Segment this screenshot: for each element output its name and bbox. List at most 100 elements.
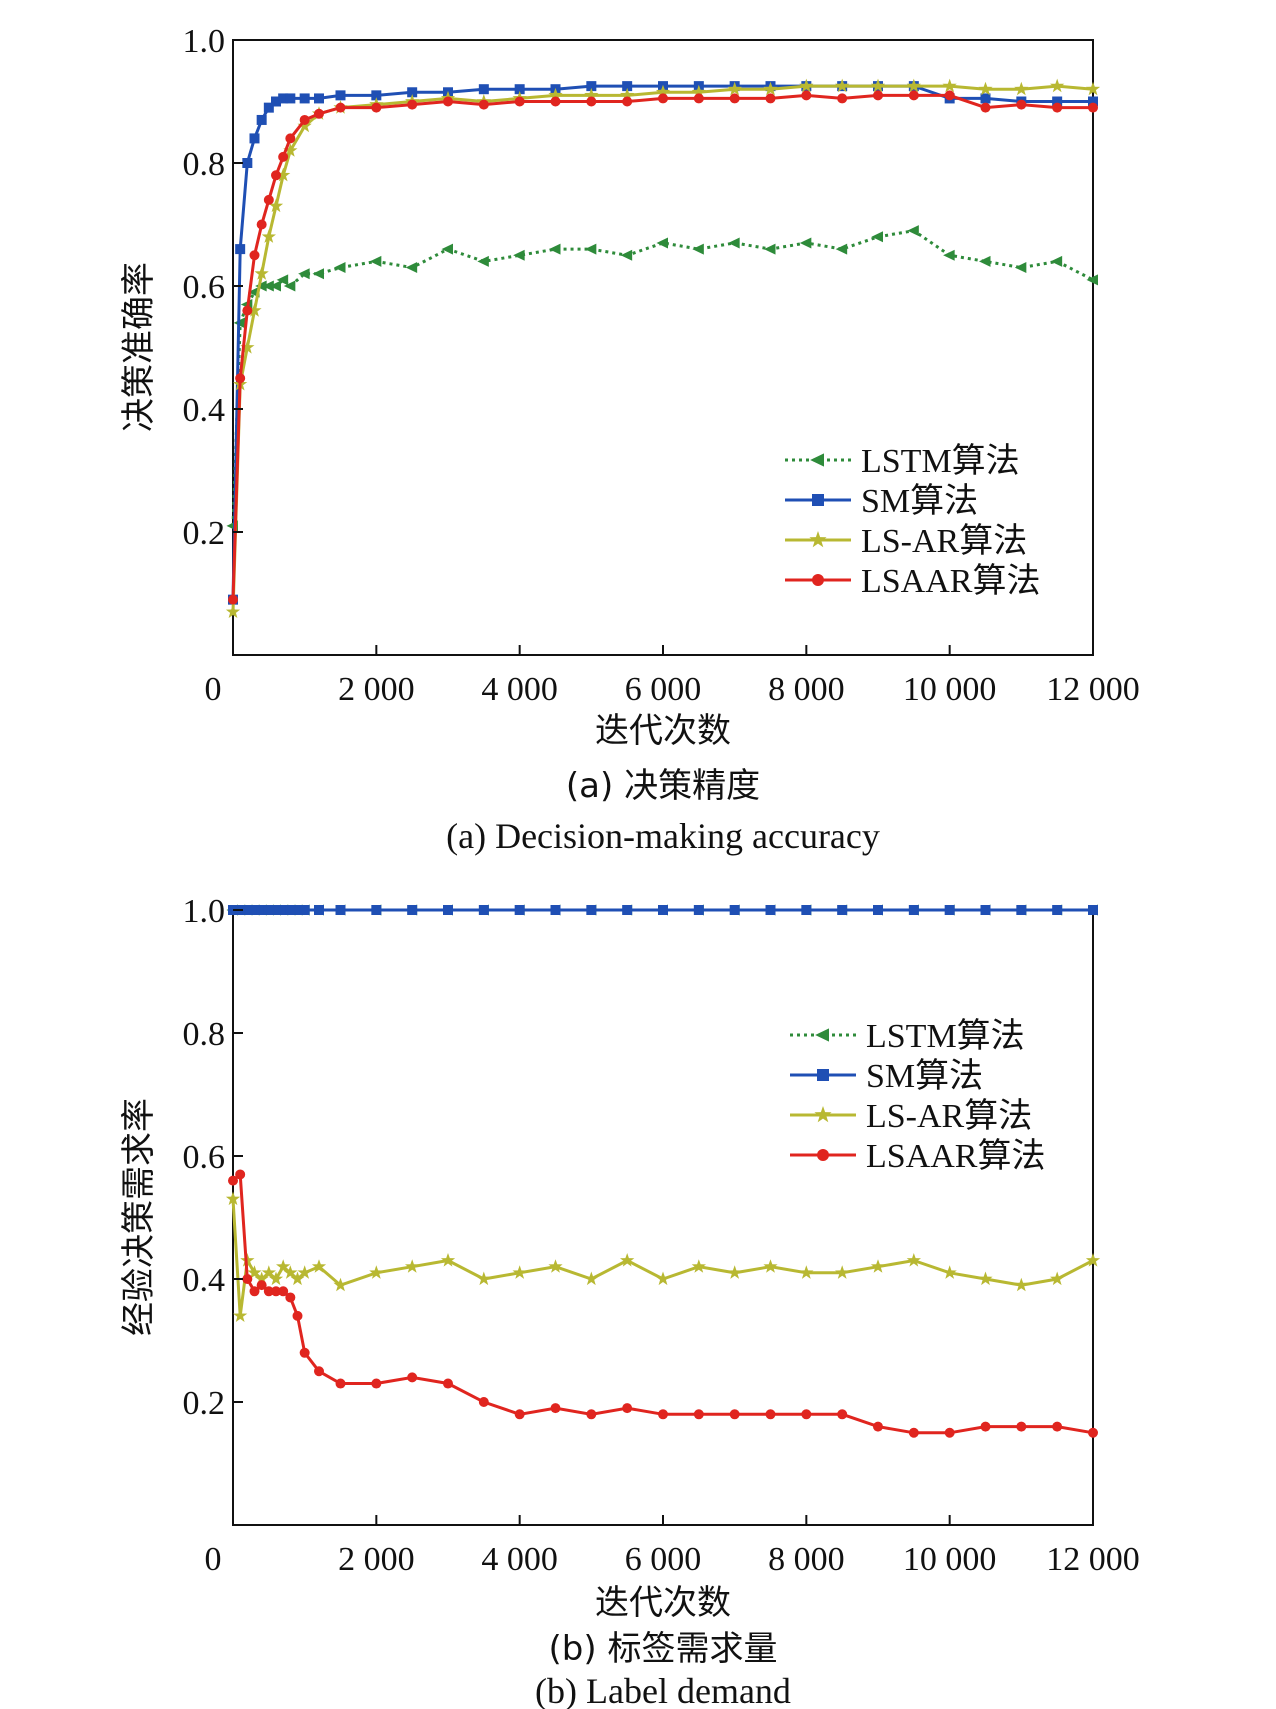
data-point-triangle-left: [584, 243, 597, 255]
data-point-square: [242, 158, 253, 168]
data-point-square: [314, 905, 324, 915]
data-point-star: [476, 1271, 491, 1286]
data-point-triangle-left: [943, 249, 955, 261]
x-tick-label: 2 000: [338, 1541, 415, 1578]
data-point-triangle-left: [907, 225, 919, 237]
data-point-star: [261, 1265, 276, 1279]
data-point-square: [371, 90, 382, 101]
data-point-star: [620, 1253, 635, 1267]
data-point-circle: [228, 1175, 238, 1186]
data-point-square: [1052, 905, 1063, 915]
data-point-square: [371, 905, 382, 915]
legend-marker-square: [817, 1069, 829, 1081]
data-point-square: [801, 905, 812, 915]
data-point-circle: [622, 96, 633, 107]
data-point-triangle-left: [255, 280, 267, 292]
legend-label: SM算法: [866, 1057, 983, 1095]
data-point-square: [586, 905, 597, 915]
caption-en-b: (b) Label demand: [535, 1671, 791, 1709]
data-point-circle: [1088, 102, 1098, 113]
data-point-triangle-left: [549, 243, 561, 255]
data-point-square: [285, 93, 296, 104]
data-point-square: [873, 905, 883, 915]
data-point-square: [443, 905, 453, 915]
legend-marker-circle: [812, 574, 824, 586]
data-point-square: [292, 905, 303, 915]
data-point-triangle-left: [441, 243, 453, 255]
data-point-star: [727, 1265, 742, 1279]
data-point-circle: [514, 1409, 525, 1420]
data-point-square: [278, 93, 289, 104]
data-point-star: [978, 1271, 993, 1286]
data-point-star: [906, 1253, 921, 1267]
data-point-square: [335, 90, 346, 101]
data-point-circle: [550, 1403, 561, 1414]
data-point-triangle-left: [262, 280, 274, 292]
data-point-circle: [1088, 1427, 1098, 1438]
data-point-triangle-left: [1014, 262, 1027, 274]
x-tick-label: 10 000: [903, 1541, 997, 1578]
data-point-triangle-left: [513, 249, 525, 261]
data-point-circle: [837, 1409, 848, 1420]
series-line-star: [231, 1198, 1094, 1317]
data-point-star: [1014, 81, 1029, 96]
caption-en-a: (a) Decision-making accuracy: [446, 816, 880, 856]
data-point-square: [550, 905, 561, 915]
data-point-star: [283, 1265, 298, 1279]
data-point-square: [249, 905, 260, 915]
data-point-square: [285, 905, 296, 915]
data-point-circle: [1052, 102, 1063, 113]
data-point-circle: [263, 1286, 274, 1297]
data-point-star: [763, 81, 778, 96]
data-point-square: [256, 114, 267, 125]
data-point-triangle-left: [656, 237, 668, 249]
data-point-circle: [980, 1421, 991, 1432]
data-point-circle: [693, 1409, 704, 1420]
data-point-circle: [314, 1366, 324, 1377]
data-point-star: [268, 198, 284, 213]
data-point-star: [835, 78, 850, 93]
legend-label: LS-AR算法: [866, 1097, 1032, 1135]
y-tick-label: 0.4: [183, 1262, 226, 1299]
data-point-square: [514, 84, 525, 95]
data-point-square: [980, 905, 991, 915]
data-point-square: [271, 905, 281, 915]
x-tick-label: 2 000: [338, 671, 415, 708]
data-point-circle: [765, 1409, 776, 1420]
data-point-star: [870, 1259, 886, 1273]
data-point-square: [478, 905, 489, 915]
series-line-circle: [232, 1171, 1094, 1435]
data-point-square: [271, 96, 281, 107]
plot-frame-b: [232, 909, 1094, 1526]
data-point-star: [548, 1259, 563, 1273]
y-axis-label-a: 决策准确率: [119, 262, 159, 432]
data-point-circle: [285, 133, 296, 144]
data-point-circle: [622, 1403, 633, 1414]
data-point-star: [268, 1271, 284, 1286]
data-point-square: [407, 905, 418, 915]
data-point-circle: [285, 1292, 296, 1303]
data-point-triangle-left: [269, 280, 281, 292]
data-point-circle: [765, 93, 776, 104]
data-point-circle: [235, 373, 246, 384]
data-point-star: [247, 303, 262, 317]
data-point-star: [240, 340, 255, 354]
data-point-circle: [407, 1372, 418, 1383]
data-point-triangle-left: [298, 268, 310, 280]
data-point-star: [297, 118, 312, 133]
data-point-circle: [550, 96, 561, 107]
y-axis-label-b: 经验决策需求率: [119, 1098, 159, 1336]
data-point-star: [835, 1265, 850, 1279]
data-point-star: [225, 1191, 241, 1206]
data-point-circle: [371, 1378, 382, 1389]
data-point-triangle-left: [369, 255, 382, 267]
data-point-triangle-left: [312, 268, 324, 280]
data-point-square: [944, 905, 955, 915]
data-point-circle: [256, 219, 267, 230]
data-point-circle: [1016, 1421, 1027, 1432]
data-point-circle: [242, 1274, 253, 1284]
data-point-circle: [278, 1286, 289, 1297]
data-point-square: [314, 93, 324, 104]
